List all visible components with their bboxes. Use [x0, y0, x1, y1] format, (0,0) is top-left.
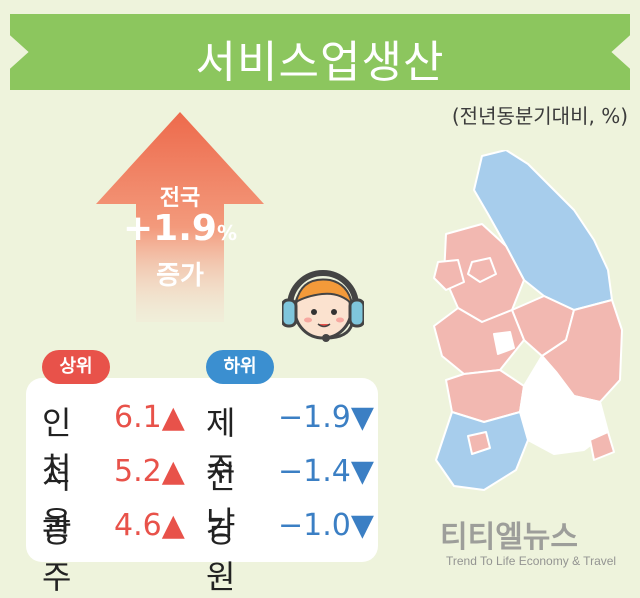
- map-region-gwangju: [467, 431, 491, 455]
- map-region-seoul: [467, 257, 497, 283]
- region-name: 제주: [206, 404, 236, 488]
- unit-note: (전년동분기대비, %): [451, 104, 628, 128]
- region-value: −1.9▼: [278, 400, 374, 435]
- map-region-daejeon: [493, 331, 515, 355]
- title-banner: 서비스업생산: [10, 14, 630, 90]
- top-badge: 상위: [42, 350, 110, 384]
- region-name: 강원: [206, 512, 236, 596]
- region-value: −1.4▼: [278, 454, 374, 489]
- ranking-panel: [26, 378, 378, 562]
- region-name: 서울: [42, 458, 72, 542]
- region-value: 6.1▲: [114, 400, 185, 435]
- map-region-chungnam: [433, 307, 525, 375]
- national-label: 전국: [159, 186, 201, 211]
- map-region-incheon: [433, 259, 465, 291]
- korea-region-map: [433, 150, 623, 491]
- region-value: 4.6▲: [114, 508, 185, 543]
- national-note: 증가: [156, 261, 204, 291]
- national-value: +1.9%: [123, 208, 237, 249]
- headset-agent-icon: [282, 270, 364, 342]
- region-value: −1.0▼: [278, 508, 374, 543]
- region-name: 광주: [42, 512, 72, 596]
- page-title: 서비스업생산: [195, 37, 445, 88]
- watermark-tagline: Trend To Life Economy & Travel: [446, 554, 617, 568]
- up-arrow-icon: [96, 112, 264, 322]
- region-name: 인천: [42, 404, 72, 488]
- watermark-logo: 티티엘뉴스: [440, 520, 578, 555]
- region-value: 5.2▲: [114, 454, 185, 489]
- map-region-busan: [589, 431, 615, 461]
- bottom-badge: 하위: [206, 350, 274, 384]
- region-name: 전남: [206, 458, 236, 542]
